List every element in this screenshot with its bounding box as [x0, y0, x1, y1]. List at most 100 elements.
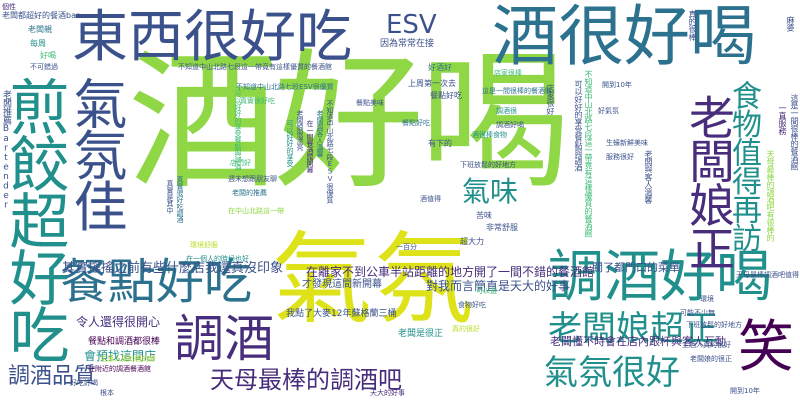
right-zuiren: 服務很好	[606, 153, 634, 161]
phrase-f2: 店家很棒	[494, 69, 522, 77]
small-tianda: 天大的好事	[370, 389, 405, 397]
phrase-kexi: 可以選	[476, 287, 497, 295]
word-shiwu-zhide-zaifang: 食物值得再訪	[726, 80, 761, 251]
word-dongxi-hen-haochi: 東西很好吃	[72, 5, 352, 70]
strip-6: 不知道中山北路七段ESV很優質	[326, 100, 334, 203]
strip-2: 可以好好的享受	[286, 120, 294, 167]
word-tiaojiu-hao-he: 調酒好喝	[548, 245, 772, 310]
right-strip-6: 可以好好的享受餐點與調酒	[574, 80, 583, 172]
small-h1: 在附近的調酒餐酒館	[88, 365, 151, 373]
strip-7: 真實是其中	[166, 180, 174, 214]
phrase-laoban-zheng: 老闆是很正	[398, 329, 444, 339]
phrase-xiaban: 下班放鬆的好地方	[460, 161, 516, 169]
word-laobanniang-zheng: 老闆娘正	[682, 94, 736, 269]
small-b2: 不知道中山北路七段ESV很優質	[236, 83, 334, 91]
strip-4: 在一間餐酒館開幕	[306, 120, 314, 174]
word-qifen-jia: 氣氛佳	[64, 76, 127, 230]
phrase-zaili-jia: 在離家不到公車半站距離的地方開了一間不錯的餐酒館	[306, 265, 595, 279]
phrase-jiujiao: 酒很棒食物	[472, 131, 507, 139]
right-laozheng: 老闆娘的很正	[690, 355, 732, 363]
tiny-2: 老闆親	[28, 25, 52, 34]
word-jiu-hao-he: 酒好喝	[128, 36, 570, 210]
phrase-kushui: 苦味	[476, 211, 492, 220]
phrase-chaoda: 超大力	[460, 237, 484, 246]
small-c3: 在中山北路這一帶	[228, 207, 284, 215]
right-xiaban: 下班放鬆的好地方	[686, 321, 742, 329]
small-b1: 不知道中山北路七段這一帶竟有這樣優質的餐酒館	[178, 63, 332, 71]
phrase-huishi: 會預找這間店	[84, 349, 157, 363]
phrase-shangzhou: 上周第一次去	[408, 79, 456, 88]
word-cangdian-haochi: 餐點好吃	[60, 254, 253, 310]
small-b7: 老闆的推薦	[232, 189, 267, 197]
phrase-jiuzhi: 酒值得	[420, 195, 441, 203]
small-h2: 好吃好喝	[70, 379, 98, 387]
small-genben: 根本	[100, 389, 114, 397]
phrase-canhao: 餐點好吃	[430, 91, 462, 100]
right-strip-7: 不知道中山北路七段這一帶竟有這樣優質的餐酒館	[584, 70, 593, 238]
phrase-canjiu: 餐點和調酒都很棒	[88, 337, 161, 347]
right-strip-1: 這是一間很棒的餐酒館	[790, 94, 799, 171]
phrase-laoban-interact: 老闆懂不時會在店內跟杯與客人互動	[550, 335, 726, 348]
phrase-yinwei: 因為常常在接	[380, 39, 435, 49]
right-strip-5: 老闆與客人溫馨	[644, 150, 653, 204]
phrase-feichang: 非常舒服	[486, 223, 518, 232]
phrase-jiu-12: 我點了大麥12年蘇格蘭三桶	[286, 309, 397, 319]
word-qifen: 氣氛	[272, 221, 476, 338]
strip-5: 老闆與客人溫馨	[316, 110, 324, 157]
phrase-eat-a: 餐點美味	[356, 99, 384, 107]
right-sheren: 生蠔新鮮美味	[606, 139, 648, 147]
word-xiao: 笑	[738, 315, 794, 380]
small-b8: 店門好	[230, 159, 251, 167]
right-haoqi: 好氣氛	[598, 107, 619, 115]
right-strip-2: 一直服務	[778, 104, 787, 135]
phrase-menkou: 關了都門口的菜單	[592, 261, 680, 274]
right-strip-9: 麻婆	[786, 16, 795, 32]
right-jingjiu: 環境	[700, 295, 714, 303]
word-laobanniang-chao: 老闆娘超正	[548, 309, 718, 349]
strip-8: 真實很好吃調酒	[176, 176, 184, 223]
right-10nian: 開到10年	[602, 81, 632, 89]
phrase-qishi: 其實搖搖之前有些什麼店我還真沒印象	[62, 261, 284, 276]
phrase-lingren: 令人還得很開心	[76, 315, 161, 329]
phrase-c8: 真的很好	[452, 325, 480, 333]
right-keneng: 可能不少無	[680, 309, 715, 317]
tiny-6: 不可錯過	[30, 63, 58, 71]
small-d1: 在一個人的時候也好	[186, 255, 249, 263]
word-esv: ESV	[386, 10, 437, 40]
small-b3: 真實很好吃	[240, 97, 275, 105]
small-zhuzhong: 主導入真的很的好	[100, 355, 156, 363]
right-a1: 天母最棒調酒吧值得	[736, 271, 799, 279]
word-jianjiao-chao-haochi: 煎餃超好吃	[0, 76, 69, 361]
right-10nian-b: 開到10年	[730, 387, 760, 395]
small-b6: 週末想跟朋友聊	[228, 175, 277, 183]
phrase-youxia: 有下的	[428, 139, 452, 148]
strip-1: 可以好好的享受餐點與調酒	[234, 90, 242, 170]
phrase-tiao-a: 調酒很	[496, 107, 517, 115]
small-d8: 環境舒服	[190, 241, 218, 249]
strip-3: 老闆娘很漂亮	[296, 110, 304, 150]
phrase-duiwo: 對我而言簡直是天大的好事	[426, 279, 571, 293]
tiny-7: 老闆推薦Bartender	[1, 90, 11, 211]
tiny-3: 每周	[30, 39, 46, 48]
right-strip-8: 店家很好	[546, 84, 555, 115]
tiny-4: 好喝	[40, 51, 56, 60]
word-qiwei: 氣味	[462, 175, 519, 208]
word-tiaojiu-pinzhi: 調酒品質	[8, 364, 97, 389]
tiny-5: 個性	[2, 3, 16, 11]
phrase-yibai: 一百分	[396, 243, 417, 251]
tiny-1: 老闆都超好的餐酒bar	[2, 11, 80, 20]
right-strip-4: 真的很棒	[688, 10, 697, 41]
phrase-tiao-b: 調酒好喝	[496, 121, 524, 129]
right-zhujiu: 主酒人真的很好	[682, 341, 731, 349]
phrase-haojiu: 好酒好	[428, 63, 452, 72]
word-tiaojiu: 調酒	[174, 310, 274, 368]
word-tianmu-best-bar: 天母最棒的調酒吧	[210, 366, 402, 394]
word-qifen-hen-hao: 氣氛很好	[544, 353, 680, 393]
phrase-eat-b: 餐點好吃	[402, 119, 430, 127]
phrase-f1: 這是一間很棒的餐酒館	[482, 87, 552, 95]
right-strip-3: 天母最棒的調酒吧有很棒的	[766, 150, 775, 242]
word-jiu-hen-hao-he: 酒很好喝	[492, 0, 756, 75]
phrase-c7: 食物好吃	[458, 301, 486, 309]
phrase-kuai: 才發現這間新開幕	[302, 279, 382, 290]
